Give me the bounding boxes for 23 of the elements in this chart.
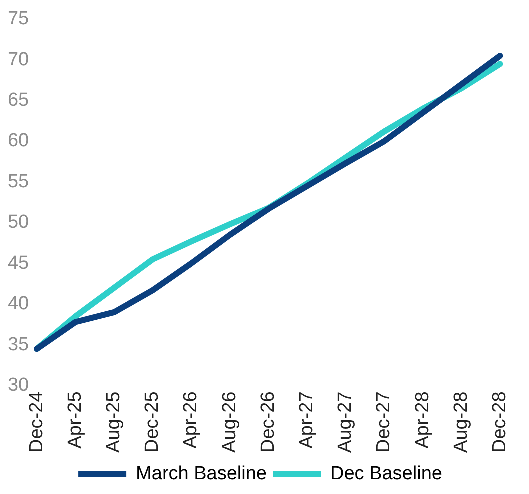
legend-label: March Baseline xyxy=(136,464,268,485)
y-tick-label: 60 xyxy=(8,130,30,152)
x-tick-label: Dec-27 xyxy=(374,392,395,453)
x-tick-label: Aug-25 xyxy=(104,392,125,454)
x-tick-label: Apr-25 xyxy=(64,392,86,449)
x-tick-label: Apr-27 xyxy=(296,392,318,449)
x-tick-label: Dec-25 xyxy=(142,392,164,453)
x-tick-label: Apr-28 xyxy=(412,392,434,449)
x-tick-label: Dec-28 xyxy=(489,392,510,453)
y-tick-label: 70 xyxy=(8,49,30,70)
y-tick-label: 65 xyxy=(8,90,30,112)
x-tick-label: Aug-26 xyxy=(219,392,240,454)
x-tick-label: Aug-27 xyxy=(335,392,356,454)
y-tick-label: 55 xyxy=(8,171,30,192)
y-tick-label: 35 xyxy=(8,334,30,356)
y-tick-label: 45 xyxy=(8,252,30,274)
x-tick-label: Apr-26 xyxy=(180,392,202,449)
y-tick-label: 50 xyxy=(8,212,30,234)
y-tick-label: 40 xyxy=(8,294,30,315)
y-tick-label: 75 xyxy=(8,8,30,30)
x-tick-label: Aug-28 xyxy=(450,392,472,454)
x-tick-label: Dec-26 xyxy=(258,392,279,453)
legend-label: Dec Baseline xyxy=(330,464,442,485)
